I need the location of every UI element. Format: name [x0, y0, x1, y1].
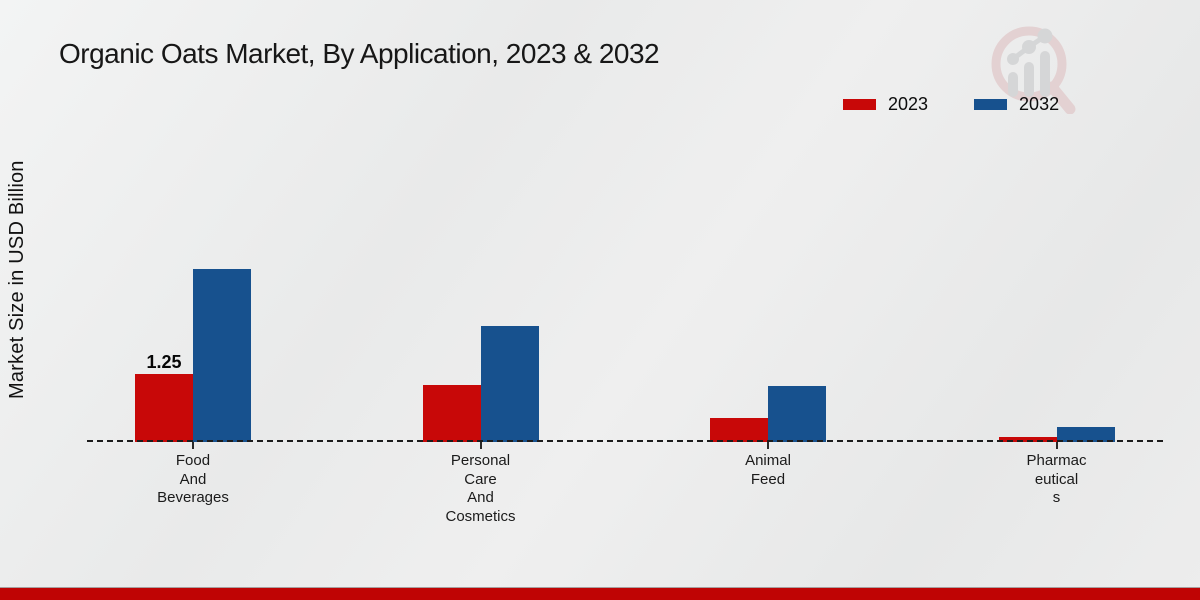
- legend-item-2032: 2032: [974, 94, 1059, 115]
- axis-tick: [479, 442, 482, 449]
- footer-accent-bar: [0, 587, 1200, 600]
- bar-2032-animal-feed: [768, 386, 826, 442]
- bar-2023-animal-feed: [710, 418, 768, 442]
- axis-tick: [767, 442, 769, 449]
- bar-2023-personal-care-and-cosmetics: [422, 385, 481, 442]
- chart-title: Organic Oats Market, By Application, 202…: [59, 38, 660, 69]
- category-label-personal-care-and-cosmetics: Personal Care And Cosmetics: [445, 452, 516, 525]
- axis-tick: [1055, 442, 1058, 449]
- legend-label-2032: 2032: [1019, 94, 1060, 114]
- category-label-animal-feed: Animal Feed: [745, 452, 791, 488]
- legend-label-2023: 2023: [888, 94, 929, 114]
- legend-swatch-2032: [974, 99, 1008, 110]
- bar-2032-pharmaceuticals: [1056, 427, 1115, 442]
- legend-item-2023: 2023: [843, 94, 928, 115]
- legend: 2023 2032: [843, 94, 1059, 115]
- axis-tick: [192, 442, 194, 449]
- growth-magnifier-watermark-icon: [991, 26, 1076, 114]
- category-label-pharmaceuticals: Pharmac eutical s: [1026, 452, 1087, 506]
- category-label-food-and-beverages: Food And Beverages: [157, 452, 229, 506]
- bar-2023-food-and-beverages: [135, 374, 193, 442]
- bar-2032-food-and-beverages: [193, 269, 251, 442]
- value-label: 1.25: [146, 352, 182, 372]
- legend-swatch-2023: [843, 99, 876, 110]
- bar-2032-personal-care-and-cosmetics: [480, 326, 539, 442]
- bar-2023-pharmaceuticals: [998, 437, 1057, 442]
- x-axis-baseline: [87, 440, 1163, 442]
